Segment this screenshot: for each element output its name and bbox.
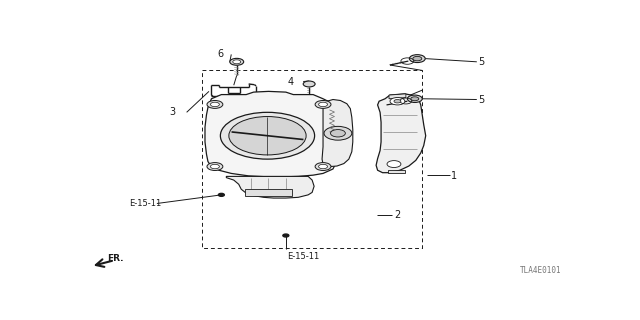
Circle shape — [207, 163, 223, 171]
Circle shape — [207, 100, 223, 108]
Text: 3: 3 — [170, 107, 176, 117]
Circle shape — [229, 116, 306, 155]
Text: FR.: FR. — [108, 254, 124, 263]
Circle shape — [303, 81, 315, 87]
Circle shape — [411, 97, 419, 101]
Polygon shape — [322, 100, 353, 166]
Circle shape — [283, 234, 289, 237]
Text: 5: 5 — [478, 57, 484, 67]
Text: 2: 2 — [394, 210, 400, 220]
Circle shape — [220, 112, 315, 159]
Circle shape — [319, 164, 328, 169]
Circle shape — [211, 102, 220, 107]
Circle shape — [390, 98, 405, 105]
Polygon shape — [389, 94, 406, 99]
Circle shape — [394, 100, 401, 103]
Text: 5: 5 — [478, 94, 484, 105]
Polygon shape — [227, 176, 314, 198]
Circle shape — [218, 193, 225, 196]
Circle shape — [211, 164, 220, 169]
Circle shape — [319, 102, 328, 107]
Bar — [202, 70, 422, 248]
Circle shape — [413, 56, 422, 61]
Circle shape — [315, 100, 331, 108]
Circle shape — [387, 161, 401, 167]
Text: 1: 1 — [451, 171, 457, 181]
Polygon shape — [388, 170, 405, 173]
Text: 4: 4 — [287, 76, 293, 86]
Polygon shape — [205, 92, 342, 177]
Circle shape — [330, 130, 346, 137]
Text: E-15-11: E-15-11 — [129, 199, 162, 208]
Text: 6: 6 — [218, 49, 224, 60]
Text: TLA4E0101: TLA4E0101 — [520, 266, 561, 275]
Circle shape — [315, 163, 331, 171]
Bar — [244, 189, 292, 196]
Polygon shape — [376, 94, 426, 173]
Text: E-15-11: E-15-11 — [287, 252, 319, 261]
Circle shape — [230, 58, 244, 65]
Circle shape — [408, 95, 422, 102]
Circle shape — [324, 126, 352, 140]
Circle shape — [233, 60, 241, 64]
Circle shape — [410, 55, 425, 62]
